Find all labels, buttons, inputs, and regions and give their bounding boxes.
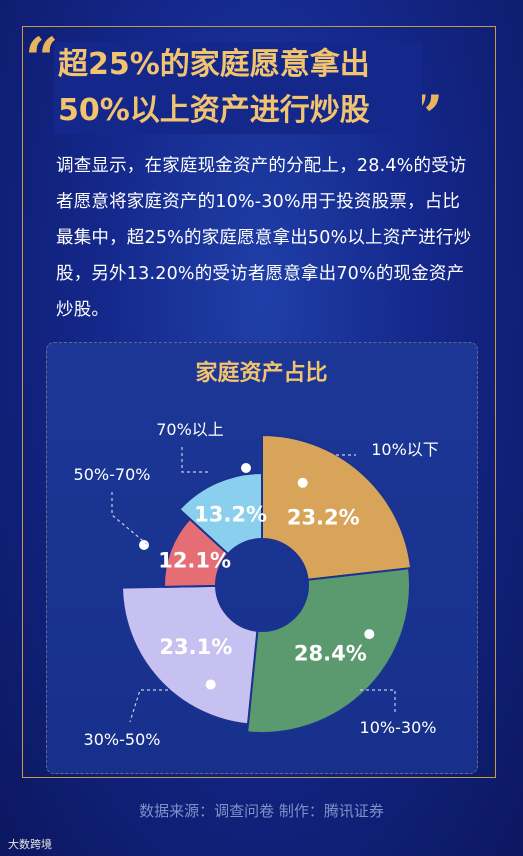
slice-marker-dot bbox=[139, 540, 149, 550]
donut-slice bbox=[246, 567, 411, 734]
slice-marker-dot bbox=[364, 629, 375, 640]
slice-marker-dot bbox=[205, 679, 216, 690]
category-label: 70%以上 bbox=[156, 420, 224, 439]
slice-value-label: 23.1% bbox=[159, 635, 232, 659]
headline-line-2: 50%以上资产进行炒股 bbox=[58, 93, 370, 128]
body-paragraph: 调查显示，在家庭现金资产的分配上，28.4%的受访者愿意将家庭资产的10%-30… bbox=[56, 156, 472, 320]
slice-value-label: 28.4% bbox=[294, 641, 367, 665]
watermark: 大数跨境 bbox=[8, 838, 52, 851]
donut-slice bbox=[261, 433, 413, 581]
donut-slice bbox=[177, 471, 263, 556]
slice-value-label: 13.2% bbox=[194, 503, 267, 527]
slice-marker-dot bbox=[297, 477, 308, 488]
category-label: 10%-30% bbox=[360, 718, 437, 737]
source-credit: 数据来源：调查问卷 制作：腾讯证券 bbox=[139, 802, 384, 820]
headline: 超25%的家庭愿意拿出 50%以上资产进行炒股 bbox=[54, 42, 422, 134]
slice-value-label: 23.2% bbox=[287, 505, 360, 529]
chart-title: 家庭资产占比 bbox=[195, 361, 328, 386]
open-quote-icon: “ bbox=[25, 25, 59, 93]
slice-marker-dot bbox=[241, 463, 251, 473]
leader-line bbox=[111, 492, 149, 546]
leader-line bbox=[360, 689, 396, 712]
slice-value-label: 12.1% bbox=[158, 549, 231, 573]
leader-line bbox=[129, 689, 180, 723]
category-label: 30%-50% bbox=[84, 730, 161, 749]
headline-line-1: 超25%的家庭愿意拿出 bbox=[58, 47, 370, 82]
decorative-frame bbox=[22, 26, 496, 778]
category-label: 10%以下 bbox=[371, 440, 439, 459]
category-label: 50%-70% bbox=[74, 465, 151, 484]
donut-slice bbox=[121, 584, 259, 726]
leader-line bbox=[181, 447, 210, 473]
